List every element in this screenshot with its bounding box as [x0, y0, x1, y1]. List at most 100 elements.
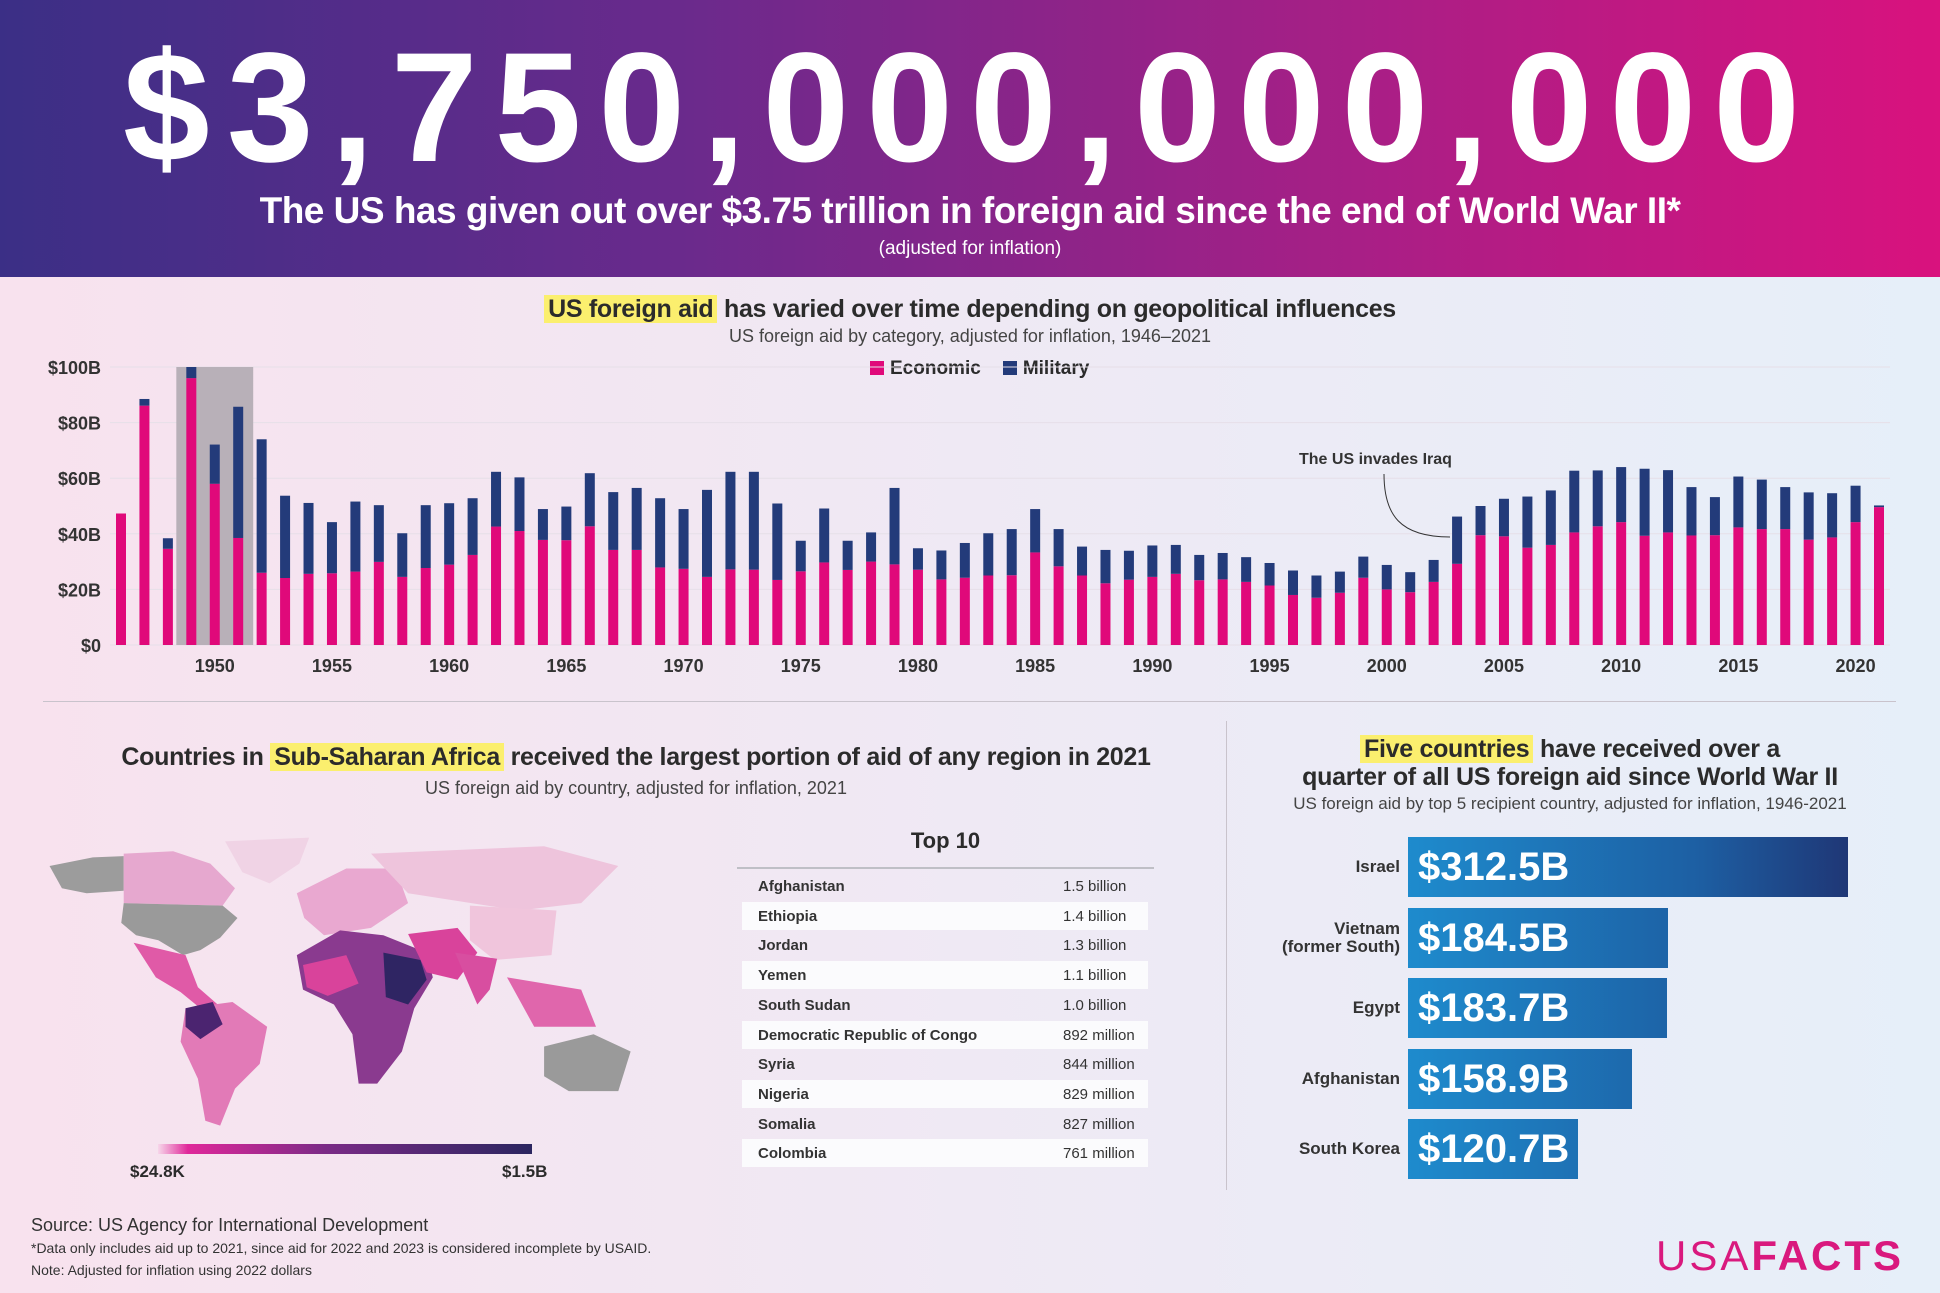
category-line: Vietnam — [1334, 918, 1400, 938]
bar-economic — [748, 569, 759, 645]
top5-title-line2: quarter of all US foreign aid since Worl… — [1302, 763, 1838, 791]
chart-title-highlight: US foreign aid — [544, 295, 718, 323]
y-tick-label: $80B — [58, 414, 101, 434]
bar-military — [1569, 470, 1580, 533]
map-subtitle: US foreign aid by country, adjusted for … — [425, 778, 847, 798]
bar-economic — [1756, 529, 1767, 645]
aid-value: 829 million — [1063, 1085, 1135, 1103]
bar-military — [866, 532, 877, 562]
x-tick-label: 1975 — [781, 656, 821, 676]
bar-military — [842, 540, 853, 570]
table-row: Jordan 1.3 billion — [742, 931, 1148, 959]
map-color-scale — [158, 1144, 532, 1154]
category-line: Israel — [1355, 857, 1400, 876]
bar-economic — [397, 576, 408, 645]
bar-military — [326, 522, 337, 574]
bar-military — [983, 533, 994, 576]
bar-economic — [1311, 597, 1322, 645]
x-tick-label: 1995 — [1250, 656, 1290, 676]
map-russia — [371, 846, 619, 911]
map-middle-east — [408, 927, 478, 980]
country-name: Democratic Republic of Congo — [758, 1026, 978, 1044]
scale-max-label: $1.5B — [502, 1162, 548, 1181]
country-name: Jordan — [758, 937, 809, 955]
bar-military — [1311, 575, 1322, 598]
bar-economic — [139, 405, 150, 645]
top10-title: Top 10 — [910, 828, 981, 853]
bar-economic — [1405, 592, 1416, 645]
bar-military — [1827, 493, 1838, 538]
bar-economic — [116, 513, 126, 645]
country-bar: $158.9B — [1408, 1048, 1632, 1109]
bar-economic — [1780, 529, 1791, 645]
source: Source: US Agency for International Deve… — [31, 1215, 429, 1235]
bar-military — [1780, 487, 1791, 530]
section-divider — [43, 701, 1896, 702]
footnote: *Data only includes aid up to 2021, sinc… — [31, 1240, 652, 1256]
bar-value-label: $312.5B — [1418, 845, 1570, 889]
headline: The US has given out over $3.75 trillion… — [259, 190, 1681, 231]
x-tick-label: 1965 — [546, 656, 586, 676]
bar-military — [1123, 550, 1134, 580]
bar-military — [1639, 468, 1650, 536]
bar-economic — [1194, 580, 1205, 645]
category-line: South Korea — [1298, 1139, 1400, 1158]
bar-military — [1545, 490, 1556, 545]
bar-military — [1663, 470, 1674, 533]
country-bar: $312.5B — [1408, 837, 1848, 897]
bar-military — [537, 509, 548, 540]
bar-military — [233, 406, 244, 538]
x-tick-label: 2015 — [1718, 656, 1758, 676]
bar-economic — [702, 576, 712, 645]
bar-economic — [1123, 579, 1134, 645]
bar-economic — [1030, 552, 1041, 645]
bar-military — [561, 506, 572, 541]
bar-military — [1030, 509, 1041, 553]
bar-military — [1241, 557, 1252, 582]
bar-economic — [209, 483, 220, 645]
bar-economic — [1663, 532, 1674, 645]
x-tick-label: 2020 — [1836, 656, 1876, 676]
bar-economic — [1639, 535, 1650, 645]
bar-military — [795, 540, 806, 572]
bar-economic — [1428, 581, 1439, 645]
bar-military — [1428, 559, 1439, 582]
bar-military — [397, 533, 408, 577]
category-line: Afghanistan — [1301, 1068, 1400, 1088]
chart-title: US foreign aid has varied over time depe… — [0, 295, 1940, 324]
bar-economic — [467, 554, 478, 645]
bar-military — [1264, 562, 1275, 586]
annotation-iraq-leader — [1383, 473, 1451, 538]
bar-military — [1522, 496, 1533, 548]
category-line: (former South) — [1281, 936, 1400, 956]
map-mexico — [133, 942, 218, 1015]
table-row: Yemen 1.1 billion — [742, 961, 1148, 990]
bar-military — [631, 487, 642, 550]
aid-value: 1.4 billion — [1063, 907, 1127, 925]
bar-economic — [256, 572, 267, 645]
bar-military — [748, 471, 759, 570]
map-australia — [544, 1034, 631, 1092]
big-number: $3,750,000,000,000 — [122, 21, 1817, 195]
country-bar: $184.5B — [1408, 907, 1668, 968]
y-tick-label: $0 — [81, 636, 101, 656]
bar-economic — [1592, 526, 1603, 645]
bar-military — [1194, 554, 1205, 581]
bar-military — [1077, 546, 1088, 576]
map-title: Countries in Sub-Saharan Africa received… — [100, 743, 1172, 772]
bar-category-label: Egypt — [1210, 999, 1400, 1017]
logo-facts: FACTS — [1751, 1232, 1905, 1279]
bar-military — [350, 501, 361, 572]
bar-economic — [1803, 539, 1814, 645]
world-map — [49, 837, 631, 1126]
table-row: South Sudan 1.0 billion — [742, 991, 1148, 1019]
bar-economic — [1053, 566, 1064, 645]
bar-economic — [1709, 535, 1720, 645]
map-alaska — [49, 856, 124, 894]
bar-military — [1803, 492, 1814, 540]
top5-title: Five countries have received over a quart… — [1240, 735, 1900, 791]
bar-military — [1686, 487, 1697, 536]
country-bar: $183.7B — [1408, 978, 1667, 1038]
country-name: Syria — [758, 1056, 795, 1074]
bar-value-label: $158.9B — [1418, 1056, 1570, 1101]
